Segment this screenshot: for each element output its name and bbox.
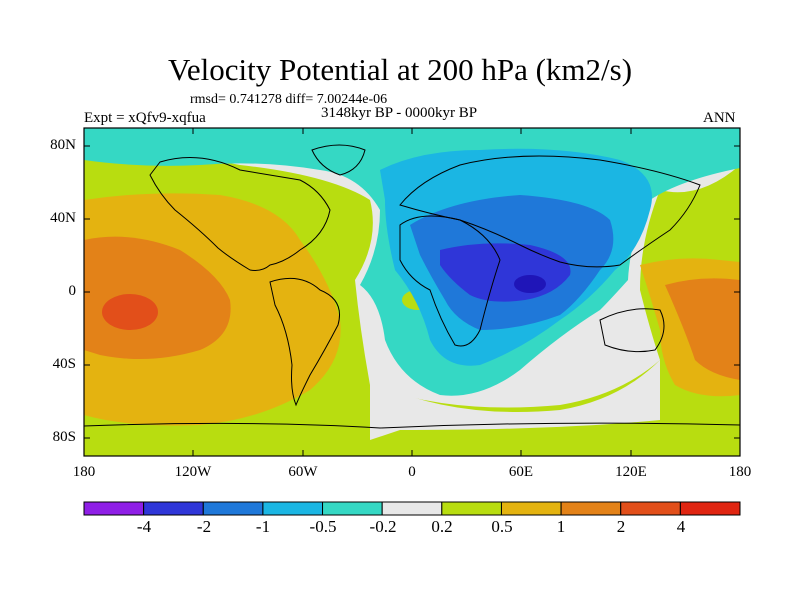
lat-label-80s: 80S <box>52 429 76 445</box>
colorbar-swatch <box>560 501 622 516</box>
colorbar-label: -4 <box>136 517 152 536</box>
colorbar-label: 2 <box>616 517 626 536</box>
colorbar-swatch <box>202 501 264 516</box>
season-label: ANN <box>703 110 736 126</box>
colorbar-label: 0.5 <box>491 517 513 536</box>
colorbar-swatch <box>83 501 145 516</box>
colorbar-label: -1 <box>255 517 271 536</box>
antarctica-coastline <box>84 422 740 429</box>
lat-label-80n: 80N <box>50 137 76 153</box>
south-america-coastline <box>269 277 340 407</box>
lat-label-0: 0 <box>68 283 77 299</box>
level-0.2-to-0.5-fill <box>319 235 339 247</box>
level-2-to-4-fill <box>102 294 158 330</box>
level-neg4-core-fill <box>514 275 546 293</box>
colorbar-swatch <box>500 501 562 516</box>
lat-label-40s: 40S <box>52 356 76 372</box>
colorbar-swatch <box>679 501 741 516</box>
experiment-label: Expt = xQfv9-xqfua <box>84 110 206 126</box>
eurasia-coastline <box>399 155 701 268</box>
coastline-layer <box>84 144 740 429</box>
lon-label-0: 0 <box>408 464 416 480</box>
colorbar-swatch <box>620 501 681 516</box>
lon-label-180w: 180 <box>72 464 96 480</box>
lon-label-60w: 60W <box>288 464 318 480</box>
lon-label-120w: 120W <box>174 464 212 480</box>
colorbar-label: -0.5 <box>309 517 337 536</box>
colorbar-label: -2 <box>196 517 212 536</box>
colorbar-swatch <box>143 501 204 516</box>
colorbar-swatch <box>441 501 502 516</box>
map-title: Velocity Potential at 200 hPa (km2/s) <box>167 52 633 87</box>
colorbar-label: 1 <box>556 517 566 536</box>
greenland-coastline <box>311 144 366 176</box>
australia-coastline <box>599 308 665 353</box>
colorbar-label: 4 <box>676 517 686 536</box>
level-neg0.2-to-0.2-fill <box>370 360 660 440</box>
colorbar <box>83 501 741 516</box>
colorbar-swatch <box>381 501 443 516</box>
north-america-coastline <box>149 157 331 271</box>
contour-fill-layer <box>84 128 740 456</box>
lon-label-180e: 180 <box>728 464 752 480</box>
colorbar-swatch <box>262 501 324 516</box>
lon-label-120e: 120E <box>615 464 647 480</box>
period-label: 3148kyr BP - 0000kyr BP <box>321 105 478 121</box>
colorbar-swatch <box>322 501 383 516</box>
colorbar-label: -0.2 <box>369 517 397 536</box>
lat-label-40n: 40N <box>50 210 76 226</box>
rmsd-diff-stats: rmsd= 0.741278 diff= 7.00244e-06 <box>190 92 388 107</box>
level-1-to-2-fill <box>665 278 740 380</box>
axis-ticks <box>83 128 741 456</box>
lon-label-60e: 60E <box>508 464 534 480</box>
colorbar-label: 0.2 <box>431 517 453 536</box>
